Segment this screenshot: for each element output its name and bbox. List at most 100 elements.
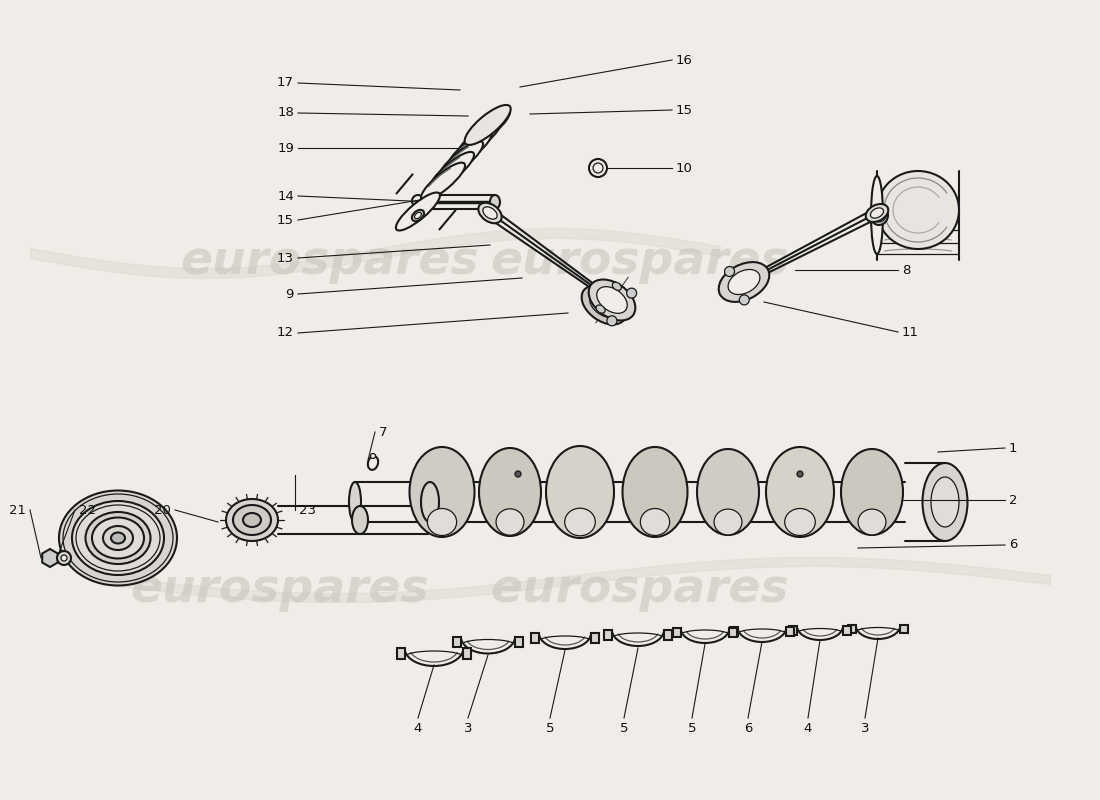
Polygon shape xyxy=(463,648,471,659)
Ellipse shape xyxy=(466,109,510,147)
Text: 10: 10 xyxy=(676,162,693,174)
Text: 11: 11 xyxy=(902,326,918,338)
Text: 19: 19 xyxy=(277,142,294,154)
Polygon shape xyxy=(664,630,672,640)
Text: 14: 14 xyxy=(277,190,294,202)
Text: eurospares: eurospares xyxy=(491,239,790,285)
Ellipse shape xyxy=(623,447,688,537)
Text: 13: 13 xyxy=(277,251,294,265)
Circle shape xyxy=(588,159,607,177)
Polygon shape xyxy=(843,626,851,635)
Text: 22: 22 xyxy=(79,503,96,517)
Text: 18: 18 xyxy=(277,106,294,119)
Ellipse shape xyxy=(546,446,614,538)
Ellipse shape xyxy=(371,454,375,458)
Ellipse shape xyxy=(59,490,177,586)
Circle shape xyxy=(515,471,521,477)
Text: 16: 16 xyxy=(676,54,693,66)
Text: 7: 7 xyxy=(379,426,387,438)
Ellipse shape xyxy=(421,162,465,201)
Text: 4: 4 xyxy=(804,722,812,735)
Circle shape xyxy=(725,266,735,277)
Ellipse shape xyxy=(411,210,424,221)
Ellipse shape xyxy=(766,447,834,537)
Ellipse shape xyxy=(871,176,883,254)
Ellipse shape xyxy=(590,293,618,318)
Circle shape xyxy=(872,208,886,222)
Ellipse shape xyxy=(409,447,474,537)
Polygon shape xyxy=(591,633,600,643)
Ellipse shape xyxy=(352,506,368,534)
Ellipse shape xyxy=(564,508,595,536)
Text: 6: 6 xyxy=(744,722,752,735)
Ellipse shape xyxy=(588,279,636,321)
Ellipse shape xyxy=(430,152,474,190)
Text: 15: 15 xyxy=(277,214,294,226)
Ellipse shape xyxy=(496,509,524,535)
Ellipse shape xyxy=(613,282,621,290)
Ellipse shape xyxy=(421,482,439,522)
Polygon shape xyxy=(397,648,405,659)
Ellipse shape xyxy=(456,120,502,158)
Polygon shape xyxy=(848,625,856,633)
Text: 8: 8 xyxy=(902,263,911,277)
Text: 15: 15 xyxy=(676,103,693,117)
Ellipse shape xyxy=(428,509,456,535)
Ellipse shape xyxy=(72,501,164,575)
Ellipse shape xyxy=(714,509,741,535)
Ellipse shape xyxy=(842,449,903,535)
Ellipse shape xyxy=(226,499,278,541)
Ellipse shape xyxy=(582,286,626,325)
Ellipse shape xyxy=(870,205,888,225)
Ellipse shape xyxy=(483,207,497,219)
Text: 3: 3 xyxy=(464,722,472,735)
Text: 17: 17 xyxy=(277,77,294,90)
Ellipse shape xyxy=(596,305,605,313)
Ellipse shape xyxy=(103,526,133,550)
Ellipse shape xyxy=(490,195,500,209)
Ellipse shape xyxy=(478,202,502,223)
Circle shape xyxy=(627,288,637,298)
Text: 20: 20 xyxy=(154,503,170,517)
Text: 12: 12 xyxy=(277,326,294,339)
Text: 2: 2 xyxy=(1009,494,1018,506)
Ellipse shape xyxy=(923,463,968,541)
Polygon shape xyxy=(730,627,738,636)
Ellipse shape xyxy=(415,212,421,218)
Text: 4: 4 xyxy=(414,722,422,735)
Polygon shape xyxy=(786,627,794,636)
Circle shape xyxy=(798,471,803,477)
Text: 3: 3 xyxy=(860,722,869,735)
Text: 5: 5 xyxy=(546,722,554,735)
Ellipse shape xyxy=(86,512,151,564)
Circle shape xyxy=(57,551,72,565)
Ellipse shape xyxy=(877,171,959,249)
Ellipse shape xyxy=(464,105,510,145)
Ellipse shape xyxy=(597,286,627,314)
Ellipse shape xyxy=(349,482,361,522)
Text: 5: 5 xyxy=(688,722,696,735)
Ellipse shape xyxy=(448,130,492,169)
Circle shape xyxy=(607,316,617,326)
Polygon shape xyxy=(673,628,681,637)
Polygon shape xyxy=(531,633,539,643)
Text: 23: 23 xyxy=(299,503,316,517)
Ellipse shape xyxy=(866,204,889,222)
Circle shape xyxy=(593,163,603,173)
Ellipse shape xyxy=(697,449,759,535)
Ellipse shape xyxy=(478,448,541,536)
Text: 6: 6 xyxy=(1009,538,1018,551)
Ellipse shape xyxy=(718,262,769,302)
Text: 21: 21 xyxy=(9,503,26,517)
Ellipse shape xyxy=(728,270,760,294)
Ellipse shape xyxy=(858,509,886,535)
Ellipse shape xyxy=(931,477,959,527)
Ellipse shape xyxy=(396,193,440,230)
Polygon shape xyxy=(900,625,908,633)
Polygon shape xyxy=(453,637,461,647)
Circle shape xyxy=(60,555,67,561)
Text: 9: 9 xyxy=(286,287,294,301)
Text: eurospares: eurospares xyxy=(131,567,429,613)
Ellipse shape xyxy=(439,141,483,179)
Polygon shape xyxy=(789,626,797,635)
